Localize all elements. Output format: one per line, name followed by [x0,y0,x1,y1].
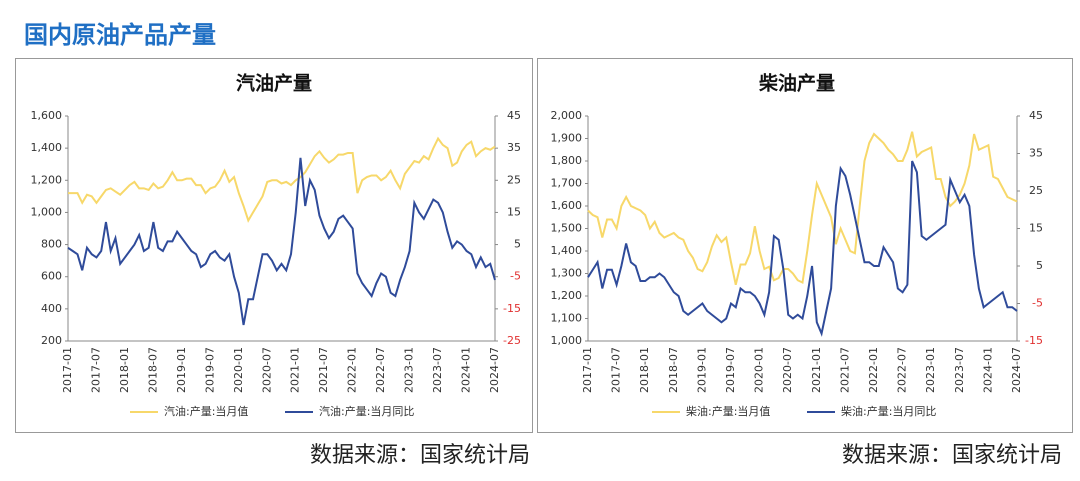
y2-tick-label: -15 [1025,334,1043,347]
y-tick-label: 1,200 [551,289,583,302]
y2-tick-label: -25 [503,334,521,347]
x-tick-label: 2017-07 [89,347,102,393]
panel [537,58,1073,433]
x-tick-label: 2023-01 [403,347,416,393]
x-tick-label: 2021-01 [810,347,823,393]
y2-tick-label: 35 [1029,147,1043,160]
y2-tick-label: -5 [510,270,521,283]
y-tick-label: 600 [41,270,62,283]
y2-tick-label: 25 [1029,184,1043,197]
x-tick-label: 2024-01 [460,347,473,393]
chart-title: 汽油产量 [236,72,312,95]
panel [15,58,533,433]
x-tick-label: 2022-07 [896,347,909,393]
x-tick-label: 2018-01 [118,347,131,393]
x-tick-label: 2023-01 [924,347,937,393]
series-line [68,136,496,223]
y-tick-label: 1,300 [551,267,583,280]
y-tick-label: 1,800 [551,154,583,167]
y-tick-label: 800 [41,238,62,251]
legend-label: 柴油:产量:当月值 [686,404,770,418]
series-line [67,157,496,326]
y-tick-label: 2,000 [551,109,583,122]
x-tick-label: 2017-07 [610,347,623,393]
x-tick-label: 2023-07 [953,347,966,393]
y2-tick-label: 5 [514,238,521,251]
series-line [587,131,1018,285]
y2-tick-label: 45 [507,109,521,122]
x-tick-label: 2024-07 [1010,347,1023,393]
y2-tick-label: 5 [1036,259,1043,272]
x-tick-label: 2018-01 [638,347,651,393]
legend-label: 柴油:产量:当月同比 [841,404,936,418]
x-tick-label: 2020-01 [232,347,245,393]
page-title: 国内原油产品产量 [24,21,216,49]
x-tick-label: 2023-07 [431,347,444,393]
x-tick-label: 2018-07 [667,347,680,393]
y-tick-label: 1,600 [551,199,583,212]
source: 数据来源：国家统计局 [310,443,530,468]
legend-label: 汽油:产量:当月值 [164,404,248,418]
x-tick-label: 2022-01 [346,347,359,393]
source: 数据来源：国家统计局 [842,443,1062,468]
y2-tick-label: 25 [507,173,521,186]
x-tick-label: 2019-01 [695,347,708,393]
y-tick-label: 1,400 [551,244,583,257]
y-tick-label: 1,000 [551,334,583,347]
x-tick-label: 2021-07 [317,347,330,393]
y-tick-label: 1,600 [31,109,63,122]
y2-tick-label: -5 [1032,297,1043,310]
x-tick-label: 2019-07 [724,347,737,393]
x-tick-label: 2019-01 [175,347,188,393]
chart-title: 柴油产量 [758,72,835,95]
x-tick-label: 2024-01 [981,347,994,393]
y-tick-label: 1,700 [551,177,583,190]
y-tick-label: 1,200 [31,173,63,186]
x-tick-label: 2019-07 [203,347,216,393]
series-line [587,160,1018,337]
x-tick-label: 2024-07 [488,347,501,393]
x-tick-label: 2020-07 [260,347,273,393]
legend-label: 汽油:产量:当月同比 [319,404,414,418]
y-tick-label: 1,000 [31,205,63,218]
x-tick-label: 2021-07 [838,347,851,393]
x-tick-label: 2021-01 [289,347,302,393]
y-tick-label: 200 [41,334,62,347]
x-tick-label: 2017-01 [61,347,74,393]
y-tick-label: 1,100 [551,312,583,325]
y-tick-label: 1,400 [31,141,63,154]
y-tick-label: 400 [41,302,62,315]
y-tick-label: 1,900 [551,132,583,145]
x-tick-label: 2020-01 [753,347,766,393]
y2-tick-label: 15 [1029,222,1043,235]
y2-tick-label: 15 [507,205,521,218]
x-tick-label: 2020-07 [781,347,794,393]
x-tick-label: 2022-07 [374,347,387,393]
x-tick-label: 2017-01 [581,347,594,393]
y2-tick-label: -15 [503,302,521,315]
y2-tick-label: 35 [507,141,521,154]
x-tick-label: 2022-01 [867,347,880,393]
y2-tick-label: 45 [1029,109,1043,122]
y-tick-label: 1,500 [551,222,583,235]
x-tick-label: 2018-07 [146,347,159,393]
